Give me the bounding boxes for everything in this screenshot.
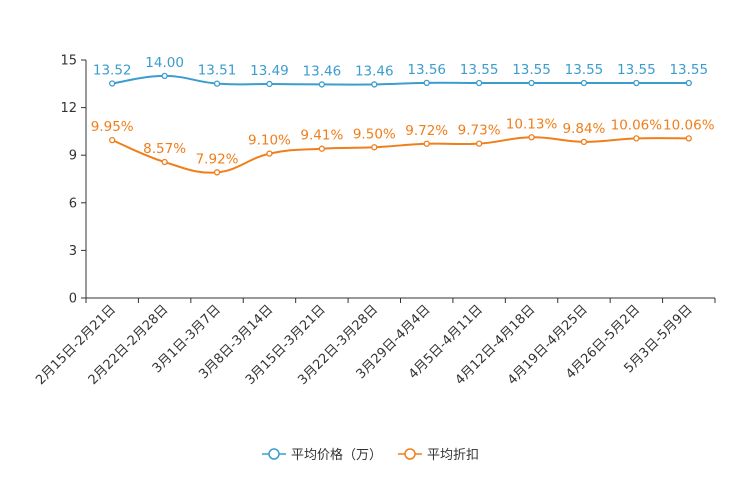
data-label: 9.95% (91, 119, 134, 135)
data-point[interactable] (266, 80, 273, 88)
chart-series: 13.52 14.00 13.51 13.49 13.46 13.46 13.56 13.55… (91, 55, 715, 176)
data-point[interactable] (475, 79, 483, 87)
data-point[interactable] (685, 135, 692, 142)
data-label: 13.51 (198, 63, 237, 79)
data-label: 13.46 (355, 63, 394, 79)
data-point[interactable] (318, 145, 326, 152)
chart-axes: 036912152月15日-2月21日2月22日-2月28日3月1日-3月7日3… (33, 54, 716, 388)
chart-legend[interactable]: 平均价格（万） 平均折扣 (262, 447, 479, 463)
series-line (112, 74, 689, 86)
legend-label: 平均折扣 (427, 448, 479, 463)
y-tick-label: 9 (69, 149, 77, 164)
data-point[interactable] (161, 158, 168, 166)
data-label: 10.06% (611, 117, 663, 133)
data-label: 9.72% (405, 123, 448, 139)
data-point[interactable] (633, 135, 640, 142)
y-tick-label: 12 (60, 101, 77, 116)
data-point[interactable] (528, 79, 535, 87)
data-point[interactable] (423, 140, 430, 147)
data-point[interactable] (580, 138, 588, 146)
data-point[interactable] (318, 81, 326, 88)
legend-label: 平均价格（万） (291, 447, 382, 463)
data-point[interactable] (109, 136, 116, 144)
data-point[interactable] (371, 144, 378, 151)
data-point[interactable] (213, 169, 221, 176)
y-tick-label: 0 (69, 292, 77, 307)
data-label: 13.55 (669, 62, 708, 78)
data-point[interactable] (580, 79, 588, 87)
legend-item-0[interactable]: 平均价格（万） (262, 447, 382, 463)
data-point[interactable] (266, 150, 273, 157)
data-point[interactable] (633, 79, 640, 87)
data-label: 9.41% (300, 128, 343, 144)
data-point[interactable] (423, 79, 430, 86)
data-label: 14.00 (145, 55, 184, 71)
data-label: 9.84% (563, 121, 606, 137)
y-tick-label: 15 (60, 54, 77, 69)
legend-item-1[interactable]: 平均折扣 (398, 448, 479, 463)
data-point[interactable] (475, 140, 483, 147)
data-label: 9.73% (458, 123, 501, 139)
data-point[interactable] (213, 80, 221, 87)
y-tick-label: 6 (69, 196, 77, 211)
data-label: 10.06% (663, 117, 715, 133)
data-point[interactable] (685, 79, 692, 87)
data-point[interactable] (161, 72, 168, 80)
data-label: 13.46 (303, 63, 342, 79)
data-label: 13.49 (250, 63, 289, 79)
data-label: 9.50% (353, 126, 396, 142)
data-label: 9.10% (248, 133, 291, 149)
series-1: 9.95% 8.57% 7.92% 9.10% 9.41% 9.50% 9.72% 9.73%… (91, 116, 715, 176)
legend-marker (268, 448, 280, 460)
y-tick-label: 3 (69, 244, 77, 259)
legend-marker (404, 448, 416, 460)
series-line (111, 136, 689, 174)
data-label: 13.56 (407, 62, 446, 78)
data-point[interactable] (109, 80, 116, 87)
series-0: 13.52 14.00 13.51 13.49 13.46 13.46 13.56 13.55… (93, 55, 708, 88)
data-label: 8.57% (143, 141, 186, 157)
data-point[interactable] (371, 81, 378, 88)
data-point[interactable] (528, 134, 535, 141)
data-label: 13.52 (93, 62, 132, 78)
data-label: 13.55 (512, 62, 551, 78)
data-label: 13.55 (565, 62, 604, 78)
data-label: 13.55 (460, 62, 499, 78)
data-label: 7.92% (196, 151, 239, 167)
data-label: 13.55 (617, 62, 656, 78)
data-label: 10.13% (506, 116, 558, 132)
